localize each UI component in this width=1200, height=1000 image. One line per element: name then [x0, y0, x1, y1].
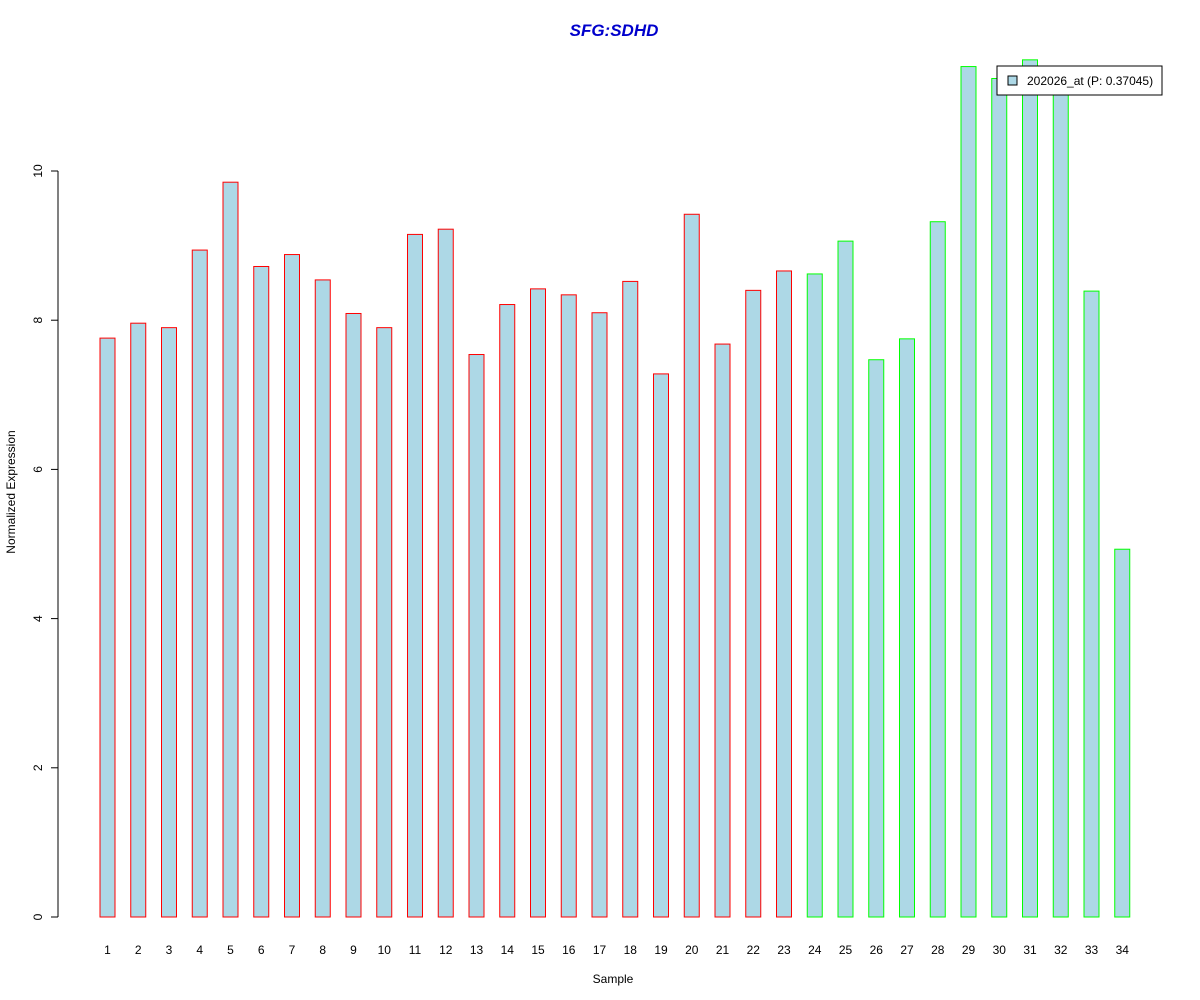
bar: [468, 354, 485, 918]
bar: [745, 289, 762, 918]
x-tick-label: 31: [1023, 943, 1037, 957]
bar: [837, 240, 854, 918]
bar: [376, 327, 393, 918]
bar: [1114, 548, 1131, 918]
x-tick-label: 21: [716, 943, 730, 957]
x-axis-label: Sample: [593, 972, 634, 986]
y-tick-label: 6: [31, 466, 45, 473]
x-tick-label: 26: [870, 943, 884, 957]
legend-box: [996, 65, 1163, 96]
y-tick-label: 10: [31, 164, 45, 178]
bar: [530, 288, 546, 918]
bar: [899, 338, 915, 918]
x-tick-label: 25: [839, 943, 853, 957]
x-tick-label: 3: [166, 943, 173, 957]
x-tick-label: 4: [196, 943, 203, 957]
bar: [407, 233, 423, 918]
bar: [991, 77, 1008, 918]
y-tick-label: 8: [31, 317, 45, 324]
bar: [683, 213, 700, 918]
x-tick-labels: 1 2 3 4 5 6 7 8 9 10 11 12 13 14 15 16 17 18 19 20 21 22 23 24 2…: [104, 943, 1129, 957]
bar: [868, 359, 885, 918]
x-tick-label: 34: [1116, 943, 1130, 957]
bar: [253, 265, 270, 918]
bar: [130, 322, 147, 918]
x-tick-label: 11: [409, 943, 422, 957]
x-tick-label: 29: [962, 943, 976, 957]
y-axis: 0 2 4 6 8 10: [31, 164, 59, 920]
x-tick-label: 9: [350, 943, 357, 957]
x-tick-label: 12: [439, 943, 453, 957]
y-axis-label: Normalized Expression: [4, 430, 18, 553]
y-tick-label: 4: [31, 615, 45, 622]
legend-label: 202026_at (P: 0.37045): [1027, 74, 1153, 88]
x-tick-label: 24: [808, 943, 822, 957]
x-tick-label: 27: [900, 943, 914, 957]
chart-title: SFG:SDHD: [570, 21, 659, 40]
bar: [437, 228, 454, 918]
x-tick-label: 15: [531, 943, 545, 957]
x-tick-label: 22: [747, 943, 761, 957]
x-tick-label: 2: [135, 943, 142, 957]
legend: 202026_at (P: 0.37045): [996, 65, 1163, 96]
x-tick-label: 8: [319, 943, 326, 957]
bar: [314, 279, 331, 918]
x-tick-label: 17: [593, 943, 607, 957]
x-tick-label: 23: [777, 943, 791, 957]
legend-swatch: [1007, 75, 1018, 86]
bar: [499, 304, 516, 918]
bar: [622, 280, 639, 918]
bar: [1022, 59, 1038, 918]
bar: [99, 337, 116, 918]
bar: [929, 221, 946, 918]
x-tick-label: 16: [562, 943, 576, 957]
bar: [191, 249, 208, 918]
x-tick-label: 6: [258, 943, 265, 957]
y-tick-label: 2: [31, 764, 45, 771]
y-tick-label: 0: [31, 913, 45, 920]
bar: [653, 373, 669, 918]
bars-group: [99, 59, 1131, 918]
x-tick-label: 19: [654, 943, 668, 957]
bar: [222, 181, 239, 918]
bar: [806, 273, 823, 918]
bar: [560, 294, 577, 918]
bar: [591, 312, 608, 918]
x-tick-label: 20: [685, 943, 699, 957]
x-tick-label: 7: [289, 943, 296, 957]
x-tick-label: 13: [470, 943, 484, 957]
bar: [776, 270, 792, 918]
bar: [1052, 73, 1069, 918]
x-tick-label: 32: [1054, 943, 1068, 957]
x-tick-label: 10: [378, 943, 392, 957]
x-tick-label: 30: [993, 943, 1007, 957]
x-tick-label: 18: [624, 943, 638, 957]
x-tick-label: 5: [227, 943, 234, 957]
bar: [284, 254, 300, 918]
bar: [345, 312, 362, 918]
x-tick-label: 33: [1085, 943, 1099, 957]
bar: [1083, 290, 1100, 918]
x-tick-label: 28: [931, 943, 945, 957]
x-tick-label: 1: [104, 943, 111, 957]
x-tick-label: 14: [501, 943, 515, 957]
bar: [161, 327, 177, 918]
bar: [960, 66, 977, 918]
bar: [714, 343, 731, 918]
